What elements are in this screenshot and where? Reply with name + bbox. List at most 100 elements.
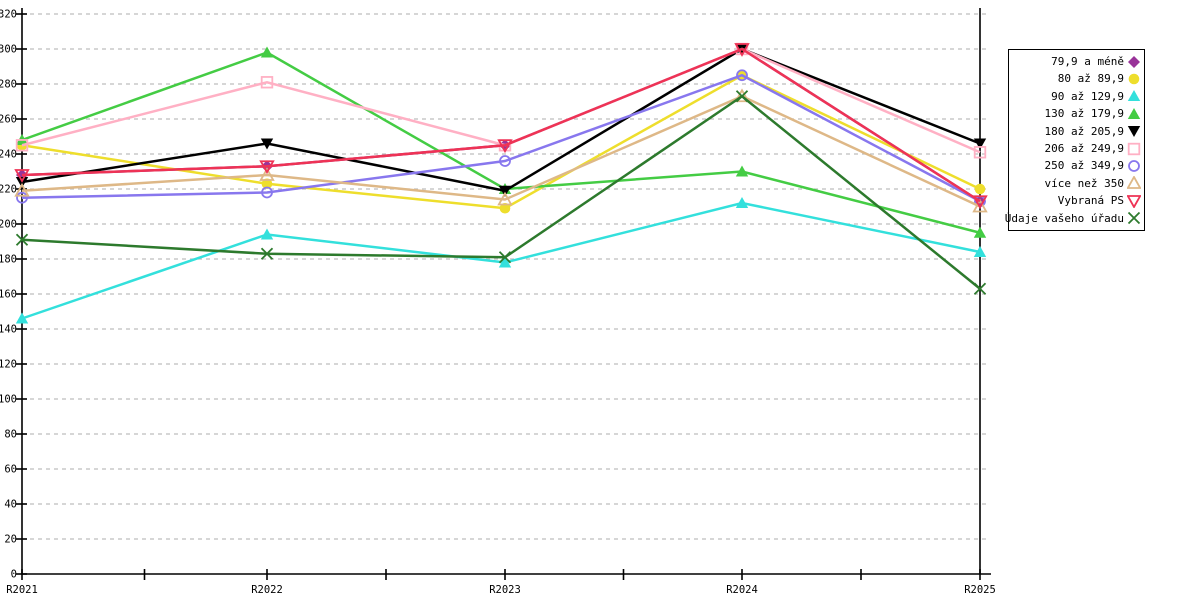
series-marker-triangle-down-open-icon: [259, 160, 275, 175]
y-tick-label: 120: [0, 359, 17, 371]
series-line: [21, 47, 981, 203]
chart-legend: 79,9 a méně 80 až 89,9 90 až 129,9 130 až 1…: [1005, 49, 1145, 231]
series-marker-circle-filled-icon: [499, 202, 511, 214]
legend-label: 79,9 a méně: [1051, 55, 1124, 68]
x-tick-label: R2022: [251, 584, 283, 596]
gridlines: [22, 13, 990, 540]
legend-label: 130 až 179,9: [1044, 107, 1124, 121]
legend-label: 206 až 249,9: [1044, 141, 1124, 155]
series-marker-x-cross-icon: [498, 251, 512, 264]
series-marker-triangle-up-filled-icon: [735, 197, 749, 208]
series-90-az-129-9: [15, 197, 987, 324]
legend-label: 180 až 205,9: [1044, 124, 1124, 138]
series-marker-triangle-up-filled-icon: [973, 246, 987, 257]
series-marker-triangle-up-filled-icon: [260, 228, 274, 240]
x-tick-label: R2025: [964, 584, 996, 596]
legend-marker-circle-open-icon: [1128, 160, 1140, 172]
legend-item-250-az-349-9: 250 až 349,9: [1012, 157, 1141, 174]
series-marker-triangle-up-open-icon: [972, 198, 988, 213]
series-marker-triangle-up-filled-icon: [15, 312, 29, 324]
series-marker-triangle-up-open-icon: [497, 191, 513, 206]
legend-label: více než 350: [1044, 176, 1124, 190]
legend-label: Údaje vašeho úřadu: [1004, 211, 1124, 225]
series-vybrana-ps: [14, 43, 988, 210]
y-tick-label: 300: [0, 44, 17, 56]
series-marker-triangle-down-open-icon: [734, 43, 750, 57]
x-tick-label: R2021: [6, 584, 38, 596]
y-tick-label: 140: [0, 324, 17, 336]
series-marker-triangle-down-open-icon: [14, 169, 30, 183]
legend-marker-circle-filled-icon: [1128, 73, 1140, 85]
legend-marker-x-cross-icon: [1127, 212, 1141, 225]
legend-marker-triangle-down-filled-icon: [1127, 126, 1141, 138]
series-180-az-205-9: [15, 44, 987, 197]
series-marker-triangle-down-open-icon: [497, 139, 513, 154]
series-vice-nez-350: [14, 88, 988, 213]
legend-marker-triangle-up-filled-icon: [1127, 107, 1141, 119]
legend-item-udaje-vaseho-uradu: Údaje vašeho úřadu: [1005, 210, 1141, 227]
y-tick-label: 280: [0, 79, 17, 91]
y-tick-label: 80: [4, 429, 17, 441]
y-tick-label: 220: [0, 184, 17, 196]
legend-item-180-az-205-9: 180 až 205,9: [1012, 123, 1141, 140]
legend-marker-diamond-filled-icon: [1128, 55, 1140, 68]
legend-item-206-az-249-9: 206 až 249,9: [1012, 140, 1141, 157]
series-line: [21, 94, 981, 208]
series-udaje-vaseho-uradu: [15, 90, 987, 295]
series-marker-triangle-up-filled-icon: [260, 46, 274, 58]
series-marker-triangle-down-filled-icon: [498, 185, 512, 197]
y-axis-labels: 0 20 40 60 80 100 120 140 160 180 200 220 240 260 280 3…: [0, 9, 27, 581]
series-marker-circle-filled-icon: [261, 178, 273, 190]
y-tick-label: 40: [4, 499, 17, 511]
y-tick-label: 180: [0, 254, 17, 266]
axes: [21, 8, 991, 575]
y-tick-label: 60: [4, 464, 17, 476]
legend-marker-triangle-up-filled-icon: [1127, 90, 1141, 102]
legend-label: 80 až 89,9: [1057, 72, 1124, 86]
legend-item-90-az-129-9: 90 až 129,9: [1012, 88, 1141, 105]
y-tick-label: 20: [4, 534, 17, 546]
series-marker-circle-open-icon: [261, 186, 273, 199]
series-marker-triangle-up-filled-icon: [735, 165, 749, 177]
series-marker-square-open-icon: [260, 76, 274, 89]
legend-label: 250 až 349,9: [1044, 159, 1124, 173]
series-marker-square-open-icon: [15, 139, 29, 152]
y-tick-label: 200: [0, 219, 17, 231]
x-tick-label: R2023: [489, 584, 521, 596]
series-marker-x-cross-icon: [260, 247, 274, 260]
series-line: [21, 47, 981, 154]
series-line: [21, 73, 981, 203]
legend-item-130-az-179-9: 130 až 179,9: [1012, 105, 1141, 122]
legend-label: 90 až 129,9: [1051, 89, 1124, 103]
series-marker-circle-filled-icon: [974, 183, 986, 195]
legend-item-79-9-a-mene: 79,9 a méně: [1012, 53, 1141, 70]
series-marker-x-cross-icon: [973, 282, 987, 295]
series-80-az-89-9: [16, 69, 986, 214]
series-marker-triangle-up-open-icon: [734, 88, 750, 103]
y-tick-label: 240: [0, 149, 17, 161]
series-marker-circle-open-icon: [736, 69, 748, 82]
series-marker-circle-open-icon: [499, 155, 511, 167]
series-marker-triangle-up-open-icon: [14, 182, 30, 197]
series-marker-square-open-icon: [973, 146, 987, 159]
legend-item-vybrana-ps: Vybraná PS: [1012, 192, 1141, 209]
y-tick-label: 260: [0, 114, 17, 126]
series-marker-triangle-down-filled-icon: [973, 138, 987, 150]
legend-item-80-az-89-9: 80 až 89,9: [1012, 70, 1141, 87]
legend-marker-triangle-down-open-icon: [1127, 194, 1141, 208]
series-marker-triangle-up-filled-icon: [973, 226, 987, 238]
series-marker-circle-open-icon: [16, 191, 28, 204]
series-marker-triangle-down-filled-icon: [260, 138, 274, 150]
legend-label: Vybraná PS: [1057, 194, 1124, 208]
y-tick-label: 160: [0, 289, 17, 301]
series-marker-x-cross-icon: [15, 233, 29, 246]
series-marker-x-cross-icon: [735, 90, 749, 103]
series-marker-triangle-up-filled-icon: [498, 256, 512, 268]
x-axis-labels: R2021 R2022 R2023 R2024 R2025: [6, 569, 996, 596]
legend-item-vice-nez-350: více než 350: [1012, 175, 1141, 192]
legend-marker-triangle-up-open-icon: [1127, 176, 1141, 190]
y-tick-label: 100: [0, 394, 17, 406]
x-tick-label: R2024: [726, 584, 758, 596]
